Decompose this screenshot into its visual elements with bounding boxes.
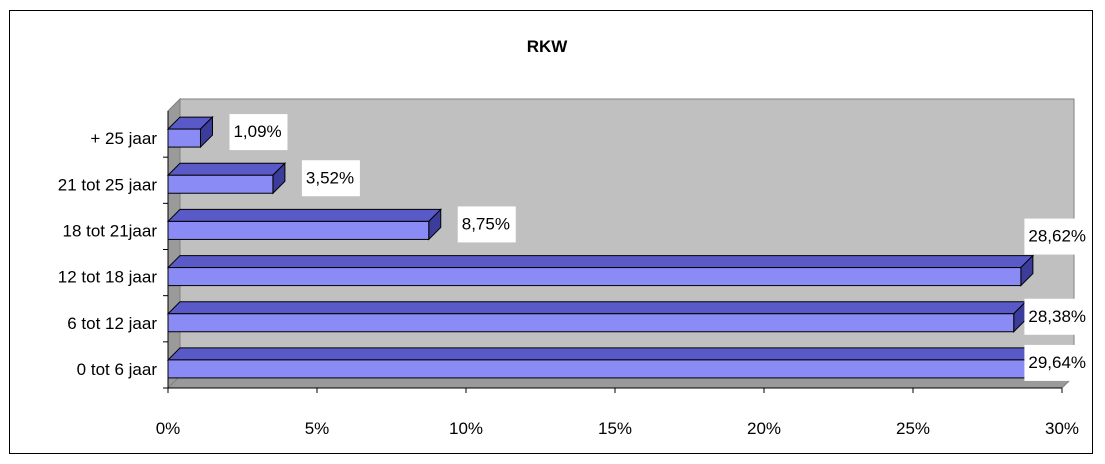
category-label: + 25 jaar (90, 129, 157, 148)
chart-title: RKW (527, 37, 569, 56)
bar (167, 267, 1022, 287)
bar-top (166, 162, 287, 176)
category-label: 6 tot 12 jaar (67, 314, 157, 333)
x-tick-label: 10% (449, 419, 483, 438)
bars (166, 115, 1065, 380)
bar (167, 313, 1015, 333)
x-tick-label: 5% (305, 419, 330, 438)
x-axis: 0% 5% 10% 15% 20% 25% 30% (156, 388, 1079, 438)
category-label: 0 tot 6 jaar (77, 360, 158, 379)
bar-top (166, 255, 1035, 269)
y-axis: + 25 jaar 21 tot 25 jaar 18 tot 21jaar 12 t… (58, 129, 168, 389)
x-tick-label: 0% (156, 419, 181, 438)
data-label-box (1024, 344, 1092, 381)
bar-top (166, 347, 1065, 361)
x-tick-label: 25% (896, 419, 930, 438)
data-label: 8,75% (462, 214, 510, 233)
category-label: 21 tot 25 jaar (58, 175, 158, 194)
category-label: 12 tot 18 jaar (58, 268, 158, 287)
bar (167, 128, 201, 148)
bar (167, 220, 430, 240)
data-labels: 29,64% 28,38% 28,62% 8,75% 3,52% 1,09% (229, 114, 1092, 381)
data-label-box (229, 114, 288, 151)
data-label: 3,52% (306, 168, 354, 187)
data-label: 28,38% (1028, 307, 1086, 326)
x-tick-label: 30% (1045, 419, 1079, 438)
data-label: 29,64% (1028, 353, 1086, 372)
data-label: 28,62% (1028, 227, 1086, 246)
bar-top (166, 301, 1027, 315)
data-label-box (1024, 218, 1092, 255)
category-label: 18 tot 21jaar (62, 221, 157, 240)
x-tick-label: 15% (598, 419, 632, 438)
data-label-box (301, 160, 360, 197)
bar-top (166, 208, 442, 222)
bar (167, 359, 1052, 379)
x-tick-label: 20% (747, 419, 781, 438)
data-label: 1,09% (233, 122, 281, 141)
bar (167, 174, 274, 194)
data-label-box (1024, 298, 1092, 335)
plot-area (166, 97, 1076, 390)
data-label-box (457, 206, 516, 243)
